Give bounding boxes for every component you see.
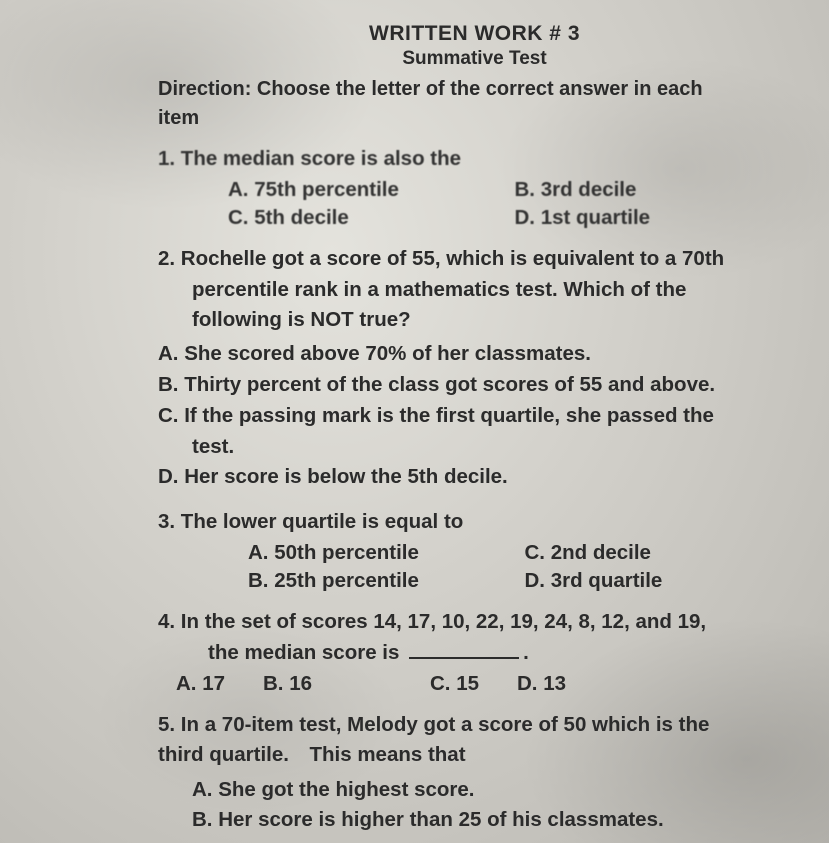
worksheet-page: WRITTEN WORK # 3 Summative Test Directio… (0, 0, 829, 843)
q5-option-b: B. Her score is higher than 25 of his cl… (192, 805, 791, 836)
q4-option-c: C. 15 (430, 672, 479, 696)
q5-option-a: A. She got the highest score. (192, 775, 791, 806)
q4-option-b: B. 16 (263, 672, 312, 696)
question-1: 1. The median score is also the (158, 144, 791, 174)
q2-line3: following is NOT true? (192, 308, 411, 331)
q1-option-b: B. 3rd decile (515, 178, 792, 202)
q1-options: A. 75th percentile B. 3rd decile C. 5th … (228, 178, 791, 230)
question-4: 4. In the set of scores 14, 17, 10, 22, … (158, 607, 791, 668)
q2-option-c2: test. (192, 432, 791, 463)
q4-options: A. 17 B. 16 C. 15 D. 13 (176, 672, 791, 696)
q5-line1: 5. In a 70-item test, Melody got a score… (158, 713, 709, 736)
q3-option-b: B. 25th percentile (248, 569, 515, 593)
q1-option-c: C. 5th decile (228, 206, 505, 230)
q2-line1: 2. Rochelle got a score of 55, which is … (158, 247, 724, 270)
header-subtitle: Summative Test (158, 48, 791, 70)
q4-blank (409, 657, 519, 659)
q1-option-d: D. 1st quartile (515, 206, 792, 230)
direction-label: Direction (158, 78, 245, 100)
q4-option-a: A. 17 (176, 672, 225, 696)
direction-continue: item (158, 107, 791, 130)
direction-line: Direction: Choose the letter of the corr… (158, 78, 791, 101)
q4-line1: 4. In the set of scores 14, 17, 10, 22, … (158, 610, 706, 633)
header-title: WRITTEN WORK # 3 (158, 22, 791, 46)
q3-option-a: A. 50th percentile (248, 541, 515, 565)
question-2: 2. Rochelle got a score of 55, which is … (158, 244, 791, 335)
q2-option-d: D. Her score is below the 5th decile. (158, 462, 791, 493)
q1-option-a: A. 75th percentile (228, 178, 505, 202)
q2-line2: percentile rank in a mathematics test. W… (192, 278, 686, 301)
q5-line2: third quartile. This means that (158, 743, 466, 766)
q4-option-d: D. 13 (517, 672, 566, 696)
q2-option-c: C. If the passing mark is the first quar… (158, 401, 791, 432)
q2-option-a: A. She scored above 70% of her classmate… (158, 339, 791, 370)
q2-option-b: B. Thirty percent of the class got score… (158, 370, 791, 401)
q3-option-c: C. 2nd decile (525, 541, 792, 565)
q2-options: A. She scored above 70% of her classmate… (158, 339, 791, 493)
q4-line2: the median score is (208, 641, 405, 664)
question-3: 3. The lower quartile is equal to (158, 507, 791, 537)
q5-options: A. She got the highest score. B. Her sco… (192, 775, 791, 837)
question-5: 5. In a 70-item test, Melody got a score… (158, 710, 791, 771)
q3-option-d: D. 3rd quartile (525, 569, 792, 593)
content-area: WRITTEN WORK # 3 Summative Test Directio… (158, 22, 791, 836)
q3-options: A. 50th percentile C. 2nd decile B. 25th… (248, 541, 791, 593)
direction-text: : Choose the letter of the correct answe… (245, 78, 703, 100)
